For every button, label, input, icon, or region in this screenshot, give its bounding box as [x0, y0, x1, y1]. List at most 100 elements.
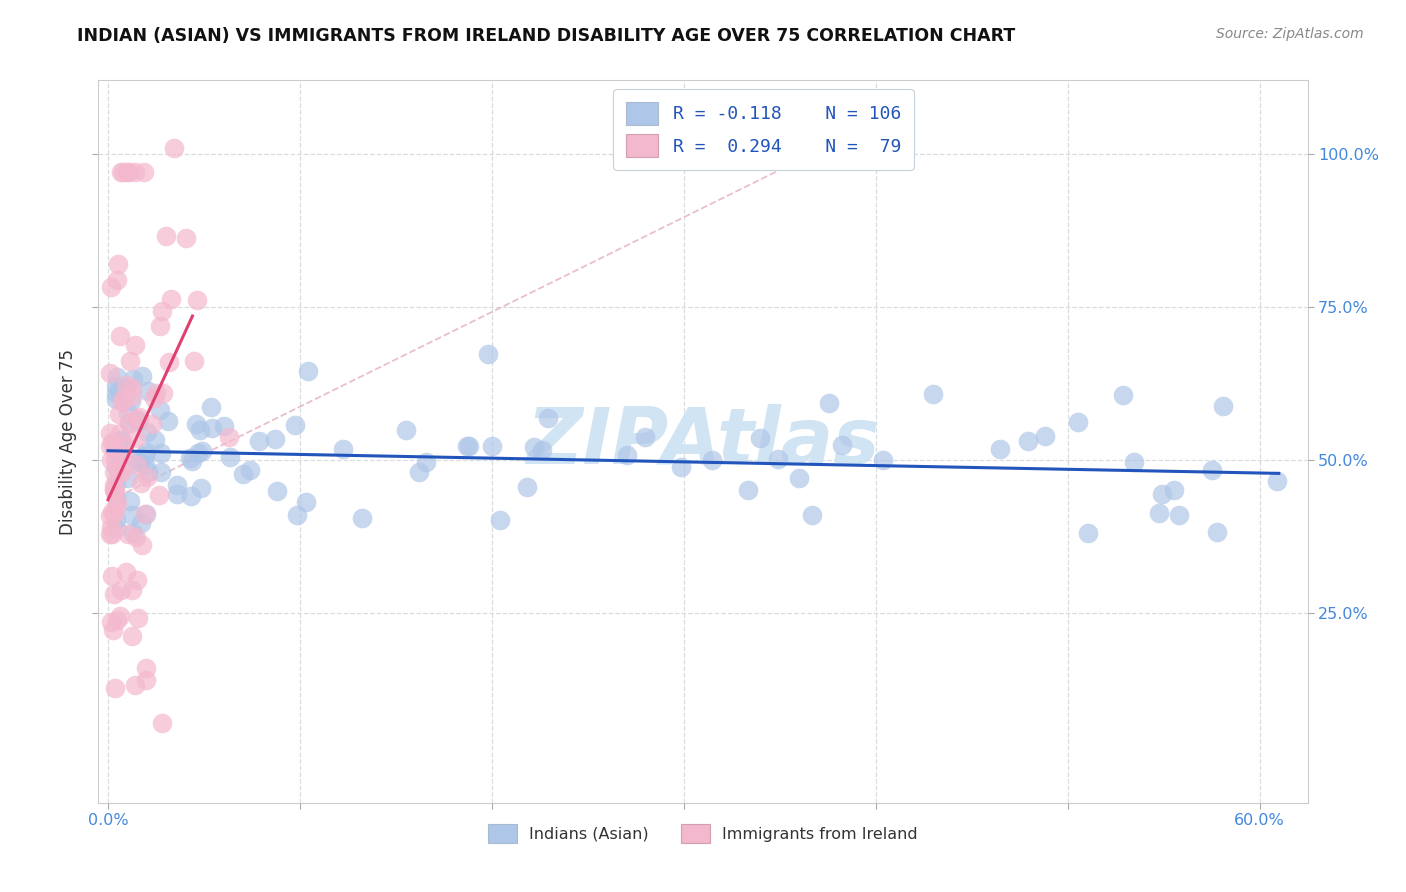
Point [131, 476, 153, 491]
Point [183, 353, 205, 368]
Point [157, 355, 180, 369]
Point [787, 471, 810, 485]
Point [125, 431, 148, 445]
Point [108, 407, 131, 421]
Point [103, 507, 125, 521]
Point [136, 470, 159, 484]
Point [145, 385, 167, 400]
Point [117, 471, 139, 485]
Point [214, 418, 236, 433]
Point [125, 573, 148, 587]
Point [239, 463, 262, 477]
Point [117, 406, 139, 420]
Point [266, 483, 288, 498]
Point [101, 527, 124, 541]
Point [98, 527, 121, 541]
Point [1123, 454, 1146, 468]
Point [105, 495, 128, 509]
Point [108, 465, 131, 479]
Point [121, 629, 143, 643]
Point [408, 465, 430, 479]
Point [156, 414, 179, 428]
Point [1077, 526, 1099, 541]
Point [988, 442, 1011, 457]
Point [150, 716, 173, 731]
Point [141, 417, 163, 431]
Point [114, 377, 136, 392]
Point [201, 421, 224, 435]
Point [104, 379, 127, 393]
Point [481, 439, 503, 453]
Point [155, 228, 177, 243]
Point [181, 454, 204, 468]
Point [104, 513, 127, 527]
Point [104, 392, 127, 406]
Point [150, 303, 173, 318]
Point [117, 527, 139, 541]
Point [489, 513, 512, 527]
Point [128, 410, 150, 425]
Point [1201, 463, 1223, 477]
Point [766, 452, 789, 467]
Point [125, 412, 148, 426]
Legend: Indians (Asian), Immigrants from Ireland: Indians (Asian), Immigrants from Ireland [481, 818, 925, 849]
Point [110, 434, 132, 449]
Text: ZIPAtlas: ZIPAtlas [526, 403, 880, 480]
Point [107, 450, 129, 464]
Point [115, 565, 138, 579]
Point [104, 521, 127, 535]
Point [111, 465, 134, 479]
Point [136, 384, 159, 398]
Point [135, 660, 157, 674]
Point [232, 467, 254, 482]
Point [103, 466, 125, 480]
Point [103, 442, 125, 456]
Point [127, 412, 149, 426]
Point [124, 452, 146, 467]
Point [531, 443, 554, 458]
Point [800, 508, 823, 523]
Point [104, 681, 127, 695]
Point [616, 449, 638, 463]
Point [98, 439, 121, 453]
Point [218, 450, 240, 464]
Point [122, 372, 145, 386]
Point [101, 505, 124, 519]
Point [456, 439, 478, 453]
Point [516, 480, 538, 494]
Point [110, 165, 132, 179]
Point [104, 385, 127, 400]
Point [100, 615, 122, 629]
Point [1149, 506, 1171, 520]
Point [149, 319, 172, 334]
Point [191, 444, 214, 458]
Point [148, 488, 170, 502]
Point [103, 477, 125, 491]
Point [187, 446, 209, 460]
Point [98, 508, 121, 523]
Point [737, 483, 759, 497]
Point [121, 582, 143, 597]
Point [1017, 434, 1039, 448]
Point [350, 511, 373, 525]
Point [104, 451, 127, 466]
Point [120, 493, 142, 508]
Point [110, 433, 132, 447]
Point [103, 587, 125, 601]
Point [118, 417, 141, 431]
Point [1205, 524, 1227, 539]
Point [121, 380, 143, 394]
Point [107, 257, 129, 271]
Point [105, 613, 128, 627]
Point [129, 516, 152, 530]
Point [1033, 429, 1056, 443]
Point [1067, 416, 1090, 430]
Point [818, 396, 841, 410]
Point [184, 417, 207, 432]
Point [149, 466, 172, 480]
Point [121, 508, 143, 523]
Point [160, 293, 183, 307]
Point [104, 489, 127, 503]
Point [124, 678, 146, 692]
Point [125, 530, 148, 544]
